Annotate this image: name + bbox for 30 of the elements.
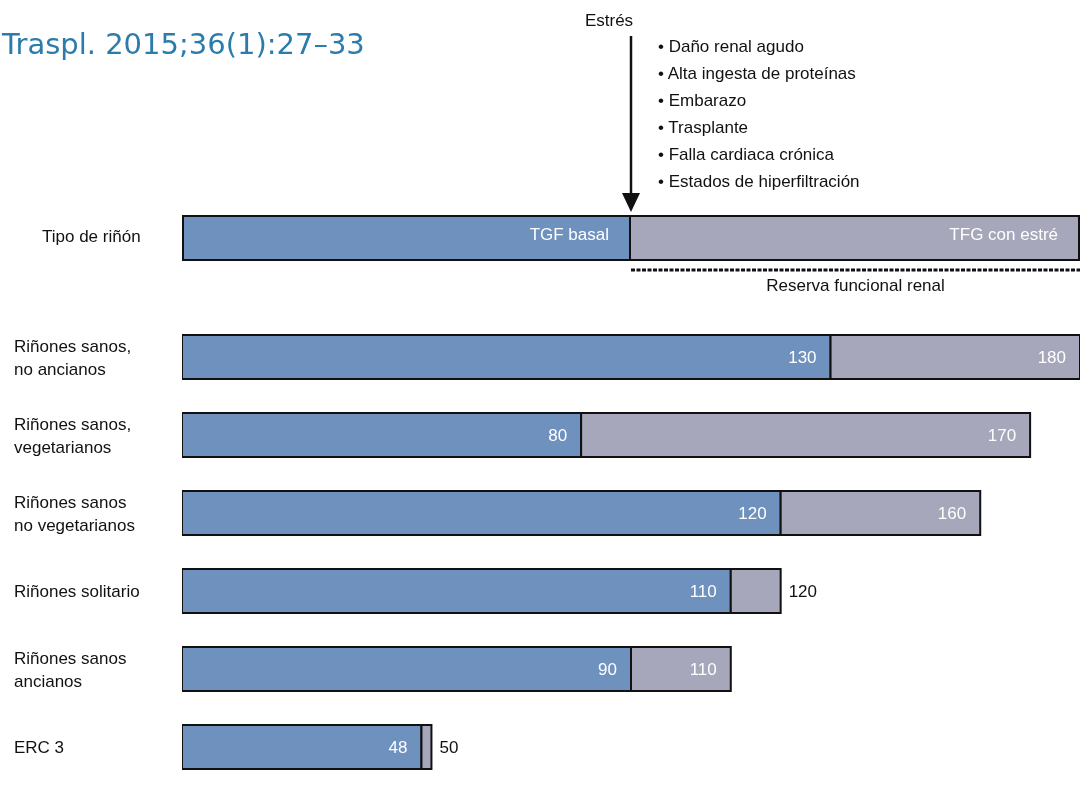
total-label: 160	[937, 503, 967, 523]
data-label: 130	[788, 347, 817, 367]
total-label: 180	[1037, 347, 1066, 367]
data-label: 110	[689, 581, 717, 601]
y-tick-label: Riñones sanos, no ancianos	[14, 336, 132, 378]
y-tick-label: Riñones sanos ancianos	[14, 648, 127, 690]
y-axis-title: Tipo de riñón	[42, 226, 141, 248]
y-tick-label: Riñones solitario	[14, 581, 140, 601]
data-label: 120	[738, 503, 767, 523]
total-label: 50	[439, 737, 459, 757]
text: • Embarazo	[658, 90, 747, 112]
total-label: 120	[788, 581, 818, 601]
text: • Falla cardiaca crónica	[658, 144, 835, 166]
chart-title: Traspl. 2015;36(1):27–33	[2, 26, 365, 62]
text: • Alta ingesta de proteínas	[658, 63, 856, 85]
text: • Daño renal agudo	[658, 36, 804, 58]
data-label: 90	[598, 659, 617, 679]
text: • Estados de hiperfiltración	[658, 171, 860, 193]
y-tick-label: Riñones sanos no vegetarianos	[14, 492, 135, 534]
data-label: 80	[548, 425, 568, 445]
text: TFG con estré	[949, 225, 1058, 245]
text: • Trasplante	[658, 117, 749, 139]
text: Estrés	[584, 10, 634, 32]
text: TGF basal	[529, 225, 609, 245]
total-label: 110	[689, 659, 717, 679]
y-tick-label: ERC 3	[14, 737, 65, 757]
data-label: 48	[388, 737, 408, 757]
y-tick-label: Riñones sanos, vegetarianos	[14, 414, 132, 456]
total-label: 170	[987, 425, 1017, 445]
text: Reserva funcional renal	[766, 275, 945, 297]
